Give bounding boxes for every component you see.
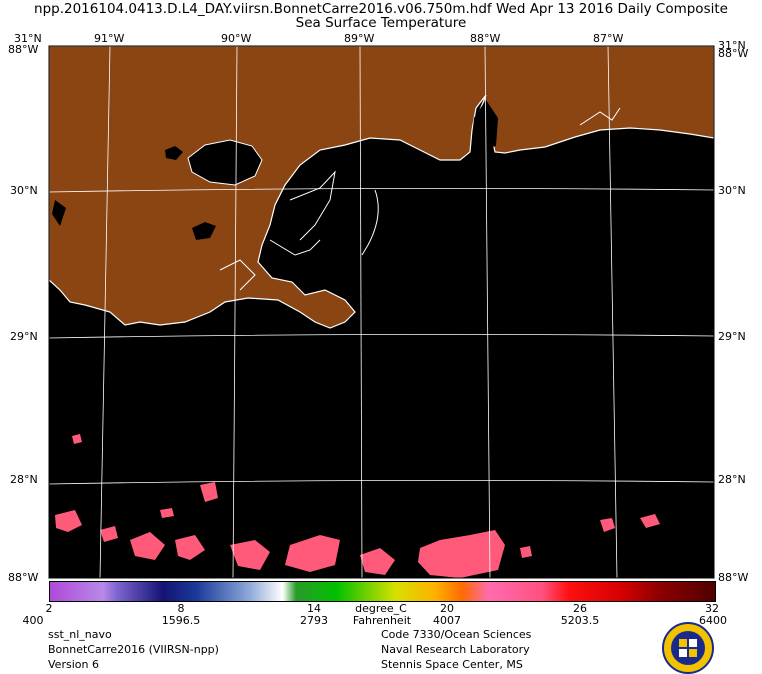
color-scale-bar: [49, 581, 716, 602]
lon-label-90w: 90°W: [221, 32, 252, 45]
lon-line-88: [484, 46, 491, 578]
c-tick-2: 2: [45, 602, 53, 615]
lon-line-91: [99, 46, 111, 578]
lat-label-30n-left: 30°N: [10, 184, 38, 197]
lat-line-30: [49, 188, 714, 193]
lake-pontchartrain: [187, 139, 263, 186]
footer-lab: Naval Research Laboratory: [381, 643, 530, 656]
lat-line-28: [49, 480, 714, 485]
unit-fahrenheit: Fahrenheit: [352, 614, 412, 627]
coastal-marsh: [219, 107, 621, 291]
c-tick-14: 14: [307, 602, 321, 615]
mobile-bay: [472, 100, 498, 150]
lon-line-90: [232, 46, 238, 578]
lon-label-89w: 89°W: [344, 32, 375, 45]
lon-label-bottom-left: 88°W: [8, 571, 39, 584]
lat-line-29: [49, 334, 714, 339]
lat-label-30n-right: 30°N: [718, 184, 746, 197]
lon-label-88w: 88°W: [470, 32, 501, 45]
c-tick-32: 32: [705, 602, 719, 615]
footer-location: Stennis Space Center, MS: [381, 658, 523, 671]
c-tick-26: 26: [573, 602, 587, 615]
lon-label-87w: 87°W: [593, 32, 624, 45]
lake-salvador: [192, 222, 216, 240]
lat-label-28n-left: 28°N: [10, 473, 38, 486]
lon-line-89: [359, 46, 363, 578]
footer-product: sst_nl_navo: [48, 628, 112, 641]
lon-label-top-right: 88°W: [718, 47, 749, 60]
land-area: [49, 46, 714, 329]
lat-label-top-left: 31°N: [14, 32, 42, 45]
footer-dataset: BonnetCarre2016 (VIIRSN-npp): [48, 643, 219, 656]
lon-label-top-left: 88°W: [8, 43, 39, 56]
lon-label-bottom-right: 88°W: [718, 571, 749, 584]
f-tick-5203: 5203.5: [560, 614, 600, 627]
f-tick-4007: 4007: [433, 614, 461, 627]
c-tick-8: 8: [177, 602, 185, 615]
lon-label-91w: 91°W: [94, 32, 125, 45]
lat-label-28n-right: 28°N: [718, 473, 746, 486]
western-lake: [52, 200, 66, 226]
title-line-2: Sea Surface Temperature: [295, 15, 467, 31]
sst-pixels: [55, 434, 660, 578]
title-line-1: npp.2016104.0413.D.L4_DAY.viirsn.BonnetC…: [34, 1, 728, 17]
graticule: [49, 46, 714, 578]
f-tick-400: 400: [22, 614, 44, 627]
lake-maurepas: [165, 146, 183, 160]
footer-code: Code 7330/Ocean Sciences: [381, 628, 532, 641]
footer-version: Version 6: [48, 658, 99, 671]
f-tick-6400: 6400: [699, 614, 727, 627]
navy-seal-logo: [662, 622, 714, 674]
lat-label-29n-right: 29°N: [718, 330, 746, 343]
c-tick-20: 20: [440, 602, 454, 615]
unit-celsius: degree_C: [355, 602, 407, 615]
lat-label-29n-left: 29°N: [10, 330, 38, 343]
f-tick-1596: 1596.5: [161, 614, 201, 627]
lon-line-87: [607, 46, 618, 578]
f-tick-2793: 2793: [300, 614, 328, 627]
lat-label-top-right: 31°N: [718, 39, 746, 52]
